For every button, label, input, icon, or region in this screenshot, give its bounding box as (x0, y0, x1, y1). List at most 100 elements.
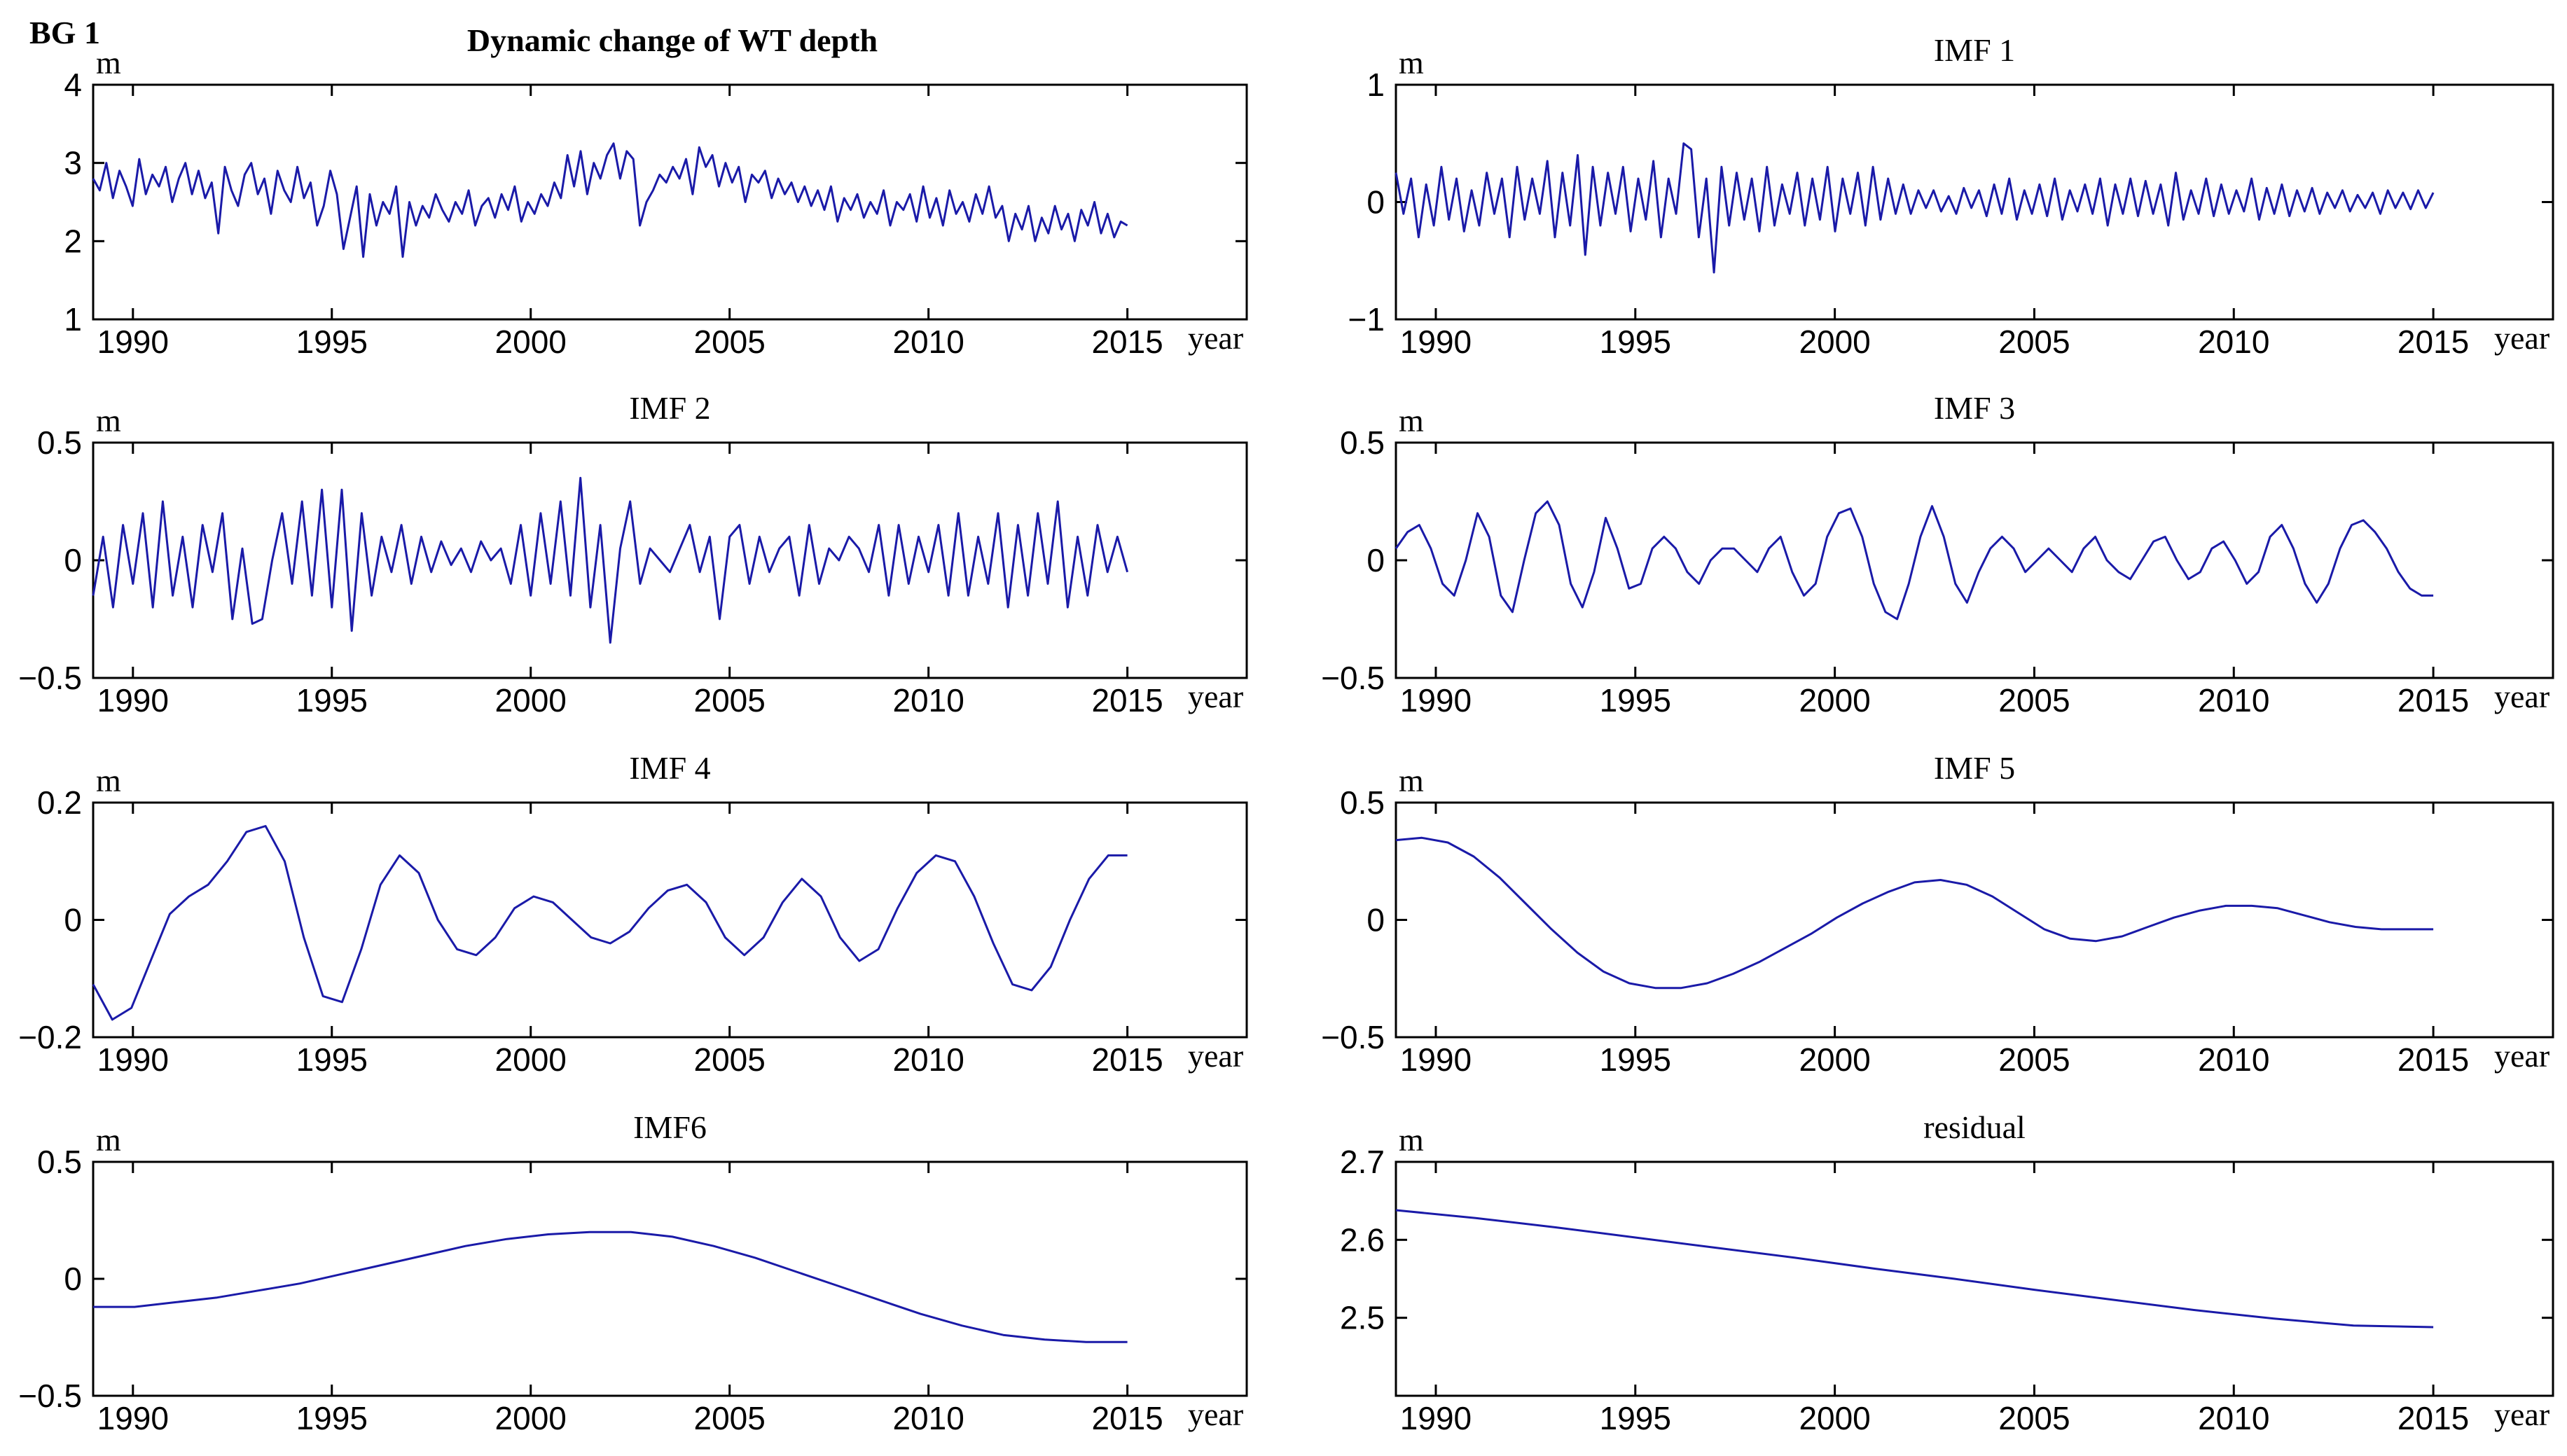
residual-xtick-label: 2005 (1998, 1400, 2070, 1436)
residual-xlabel: year (2494, 1396, 2549, 1432)
imf1-xtick-label: 2010 (2198, 324, 2269, 360)
imf5-xtick-label: 1990 (1400, 1041, 1472, 1078)
residual-xtick-label: 1990 (1400, 1400, 1472, 1436)
residual-axes-frame (1395, 1160, 2554, 1397)
imf1-xtick-label: 1990 (1400, 324, 1472, 360)
imf4-xtick-label: 2010 (892, 1041, 964, 1078)
imf3-series-line (1395, 500, 2434, 620)
imf4-xtick-label: 1995 (296, 1041, 368, 1078)
imf2-xlabel: year (1188, 679, 1243, 714)
figure-title: Dynamic change of WT depth (467, 22, 878, 58)
wt-xtick-label: 1990 (97, 324, 169, 360)
residual-xtick-label: 2010 (2198, 1400, 2269, 1436)
imf1-ytick-label: −1 (1348, 301, 1385, 338)
panel-imf1: 1990 1995 2000 2005 2010 2015 −1 0 1m year IMF 1 (1348, 32, 2554, 360)
wt-xtick-label: 2015 (1091, 324, 1163, 360)
wt-series-line (92, 142, 1128, 258)
imf5-ytick-label: −0.5 (1321, 1019, 1385, 1055)
imf2-xtick-label: 1990 (97, 682, 169, 719)
imf4-title: IMF 4 (629, 750, 710, 786)
imf2-xtick-label: 2000 (495, 682, 567, 719)
residual-xtick-label: 2015 (2398, 1400, 2469, 1436)
imf6-xtick-label: 2015 (1091, 1400, 1163, 1436)
imf3-ytick-label: 0.5 (1340, 424, 1385, 461)
residual-xtick-label: 1995 (1600, 1400, 1671, 1436)
imf5-axes-frame (1395, 801, 2554, 1039)
imf6-xtick-label: 2000 (495, 1400, 567, 1436)
wt-xtick-label: 2005 (694, 324, 766, 360)
imf4-ylabel: m (96, 763, 121, 798)
imf2-title: IMF 2 (629, 390, 710, 426)
imf2-xtick-label: 2005 (694, 682, 766, 719)
imf2-ytick-label: 0.5 (37, 424, 82, 461)
imf3-xlabel: year (2494, 679, 2549, 714)
imf2-xtick-label: 2010 (892, 682, 964, 719)
imf2-ylabel: m (96, 403, 121, 438)
imf3-xtick-label: 1990 (1400, 682, 1472, 719)
imf6-xtick-label: 1990 (97, 1400, 169, 1436)
imf1-xlabel: year (2494, 320, 2549, 356)
wt-xtick-label: 2010 (892, 324, 964, 360)
imf6-xtick-label: 2005 (694, 1400, 766, 1436)
wt-ytick-label: 3 (64, 145, 82, 181)
imf4-ytick-label: −0.2 (18, 1019, 82, 1055)
imf5-xtick-label: 2015 (2398, 1041, 2469, 1078)
imf4-ytick-label: 0.2 (37, 784, 82, 821)
imf5-ytick-label: 0.5 (1340, 784, 1385, 821)
imf3-xtick-label: 2000 (1799, 682, 1870, 719)
imf6-ylabel: m (96, 1122, 121, 1158)
imf1-xtick-label: 2000 (1799, 324, 1870, 360)
imf2-xtick-label: 1995 (296, 682, 368, 719)
imf3-title: IMF 3 (1934, 390, 2015, 426)
imf1-xtick-label: 1995 (1600, 324, 1671, 360)
imf4-xtick-label: 2000 (495, 1041, 567, 1078)
imf3-xtick-label: 2010 (2198, 682, 2269, 719)
imf6-xlabel: year (1188, 1396, 1243, 1432)
imf5-xtick-label: 1995 (1600, 1041, 1671, 1078)
imf1-xtick-label: 2005 (1998, 324, 2070, 360)
imf5-xtick-label: 2000 (1799, 1041, 1870, 1078)
panel-imf4: 1990 1995 2000 2005 2010 2015 −0.2 0 0.2 m year IMF… (18, 750, 1248, 1078)
imf5-ytick-label: 0 (1366, 902, 1385, 938)
imf4-series-line (92, 825, 1128, 1021)
wt-ytick-label: 2 (64, 223, 82, 259)
imf5-xtick-label: 2005 (1998, 1041, 2070, 1078)
wt-ylabel: m (96, 45, 121, 81)
imf6-series-line (93, 1230, 1128, 1343)
wt-xlabel: year (1188, 320, 1243, 356)
imf3-axes-frame (1395, 441, 2554, 679)
wt-axes-frame (92, 83, 1248, 321)
imf4-xtick-label: 2005 (694, 1041, 766, 1078)
residual-title: residual (1923, 1109, 2026, 1145)
imf3-ytick-label: −0.5 (1321, 660, 1385, 696)
residual-ytick-label: 2.5 (1340, 1300, 1385, 1336)
imf4-xtick-label: 1990 (97, 1041, 169, 1078)
imf1-title: IMF 1 (1934, 32, 2015, 68)
imf6-title: IMF6 (633, 1109, 707, 1145)
imf5-xlabel: year (2494, 1038, 2549, 1074)
imf3-ytick-label: 0 (1366, 542, 1385, 578)
wt-xtick-label: 1995 (296, 324, 368, 360)
imf4-xlabel: year (1188, 1038, 1243, 1074)
imf1-xtick-label: 2015 (2398, 324, 2469, 360)
imf3-ylabel: m (1399, 403, 1424, 438)
imf4-xtick-label: 2015 (1091, 1041, 1163, 1078)
imf4-axes-frame (92, 801, 1248, 1039)
panel-residual: 1990 1995 2000 2005 2010 2015 2.5 2.6 2.7 m year re… (1340, 1109, 2554, 1436)
imf1-ytick-label: 1 (1366, 67, 1385, 103)
imf1-ylabel: m (1399, 45, 1424, 81)
wt-xtick-label: 2000 (495, 324, 567, 360)
imf1-ytick-label: 0 (1366, 184, 1385, 221)
imf6-ytick-label: −0.5 (18, 1378, 82, 1414)
imf3-xtick-label: 2015 (2398, 682, 2469, 719)
imf6-xtick-label: 1995 (296, 1400, 368, 1436)
imf5-xtick-label: 2010 (2198, 1041, 2269, 1078)
residual-series-line (1395, 1209, 2434, 1329)
imf2-ytick-label: −0.5 (18, 660, 82, 696)
imf5-ylabel: m (1399, 763, 1424, 798)
panel-imf3: 1990 1995 2000 2005 2010 2015 −0.5 0 0.5 m year IMF… (1321, 390, 2554, 719)
wt-ytick-label: 4 (64, 67, 82, 103)
figure-label: BG 1 (29, 15, 100, 50)
panel-wt: 1990 1995 2000 2005 2010 2015 1 2 3 4m year (64, 45, 1248, 360)
